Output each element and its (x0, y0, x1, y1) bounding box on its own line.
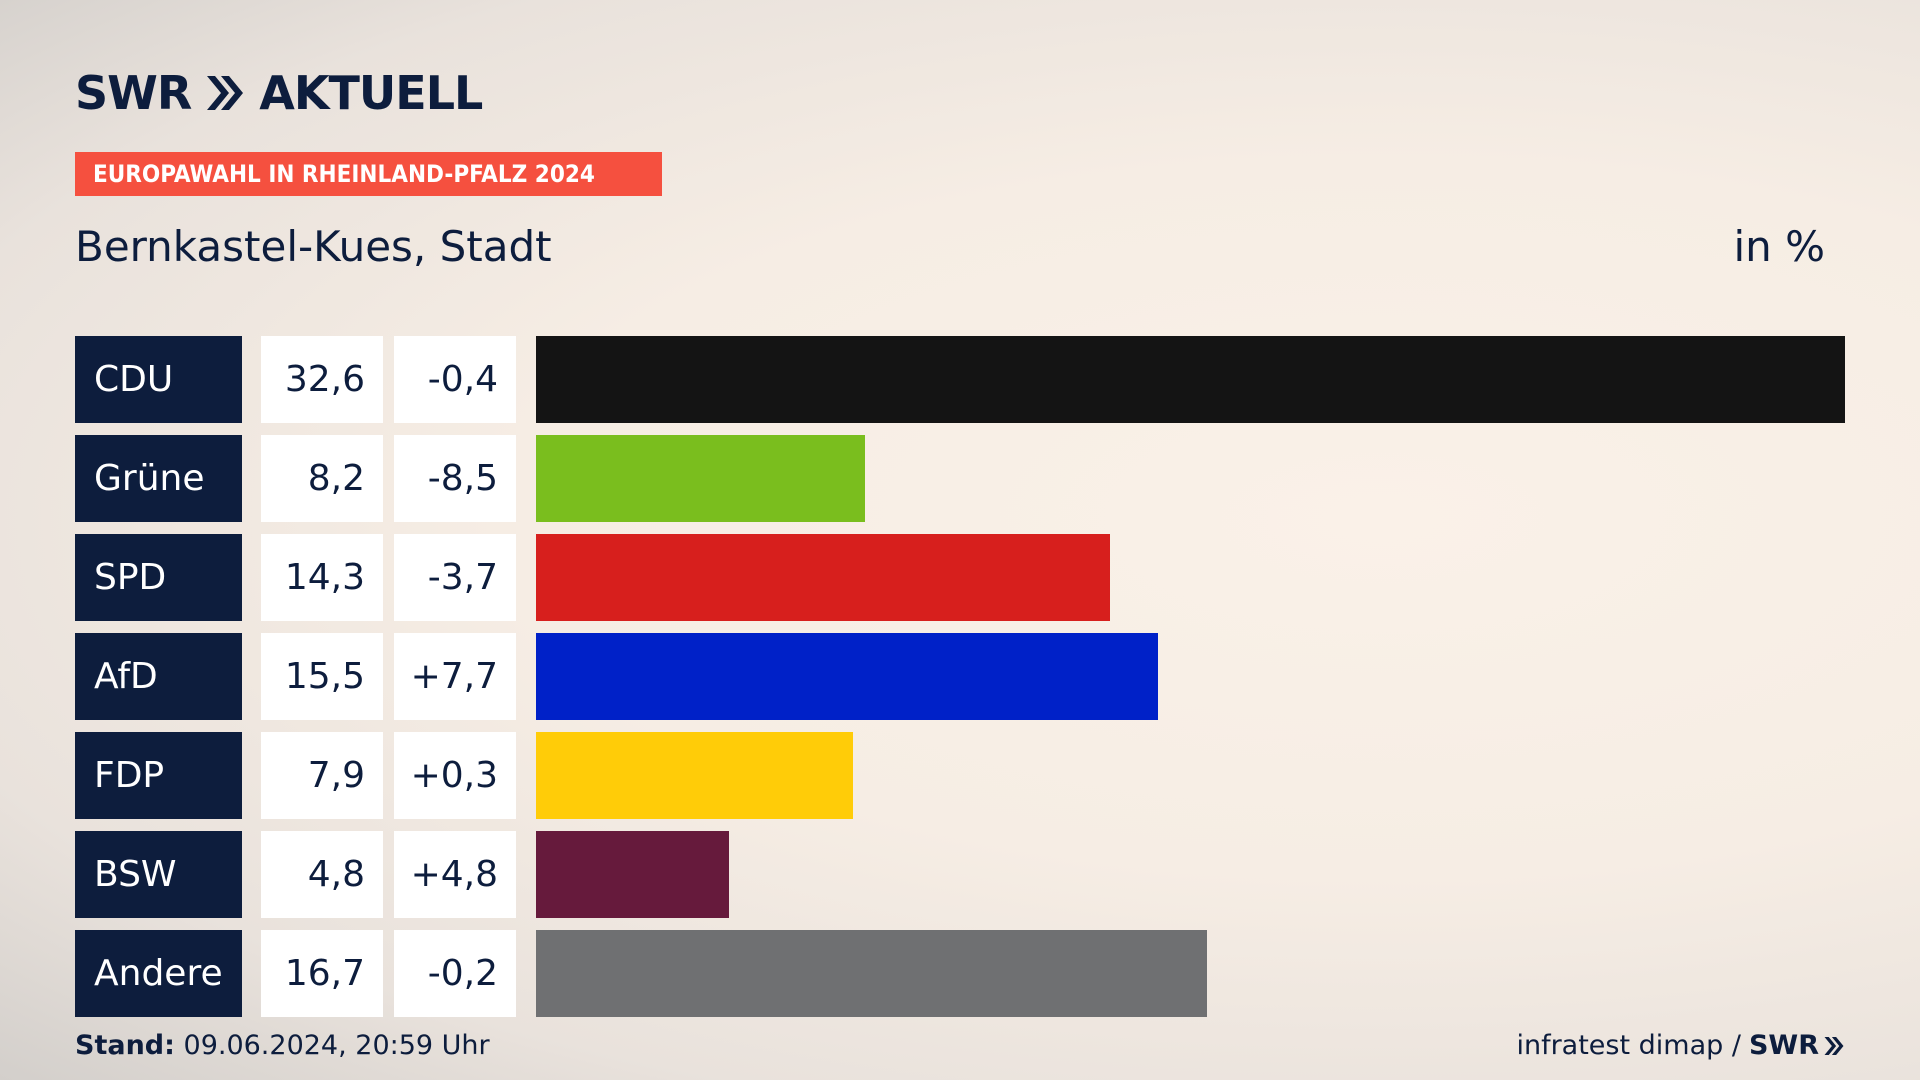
vote-change-value: +0,3 (394, 732, 516, 819)
vote-change-value: +4,8 (394, 831, 516, 918)
double-chevron-small-icon (1824, 1036, 1844, 1055)
party-label: FDP (75, 732, 242, 819)
vote-change-value: -3,7 (394, 534, 516, 621)
result-bar (536, 435, 865, 522)
vote-change-value: -8,5 (394, 435, 516, 522)
source-brand-logo: SWR (1749, 1030, 1845, 1061)
logo-product: AKTUELL (259, 66, 483, 120)
vote-share-value: 32,6 (261, 336, 383, 423)
vote-share-value: 15,5 (261, 633, 383, 720)
vote-change-value: -0,4 (394, 336, 516, 423)
result-bar (536, 336, 1845, 423)
stand-label: Stand: (75, 1030, 175, 1061)
party-label: SPD (75, 534, 242, 621)
election-badge: EUROPAWAHL IN RHEINLAND-PFALZ 2024 (75, 152, 662, 196)
result-bar (536, 930, 1207, 1017)
vote-share-value: 8,2 (261, 435, 383, 522)
stand-value: 09.06.2024, 20:59 Uhr (183, 1030, 490, 1061)
party-label: Andere (75, 930, 242, 1017)
party-label: AfD (75, 633, 242, 720)
result-bar (536, 732, 853, 819)
timestamp: Stand: 09.06.2024, 20:59 Uhr (75, 1030, 490, 1061)
logo-brand: SWR (75, 66, 192, 120)
result-bar (536, 633, 1158, 720)
vote-share-value: 7,9 (261, 732, 383, 819)
chart-subtitle: Bernkastel-Kues, Stadt (75, 222, 552, 271)
vote-change-value: +7,7 (394, 633, 516, 720)
source-brand: SWR (1748, 1030, 1819, 1061)
result-bar (536, 534, 1110, 621)
vote-share-value: 16,7 (261, 930, 383, 1017)
swr-aktuell-logo: SWR AKTUELL (75, 66, 483, 120)
vote-share-value: 14,3 (261, 534, 383, 621)
vote-share-value: 4,8 (261, 831, 383, 918)
party-label: Grüne (75, 435, 242, 522)
double-chevron-icon (207, 76, 244, 110)
party-label: BSW (75, 831, 242, 918)
vote-change-value: -0,2 (394, 930, 516, 1017)
source-text: infratest dimap / (1516, 1030, 1741, 1061)
unit-label: in % (1733, 222, 1825, 271)
party-label: CDU (75, 336, 242, 423)
source-credit: infratest dimap / SWR (1516, 1030, 1845, 1061)
result-bar (536, 831, 729, 918)
